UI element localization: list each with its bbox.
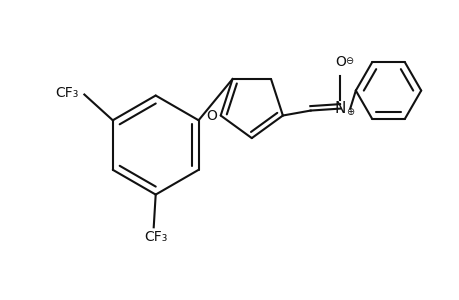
Text: ⊖: ⊖ [344, 56, 353, 66]
Text: N: N [334, 101, 345, 116]
Text: CF₃: CF₃ [144, 230, 167, 244]
Text: CF₃: CF₃ [55, 85, 78, 100]
Text: ⊕: ⊕ [346, 106, 353, 117]
Text: O: O [334, 55, 345, 69]
Text: O: O [206, 109, 216, 122]
